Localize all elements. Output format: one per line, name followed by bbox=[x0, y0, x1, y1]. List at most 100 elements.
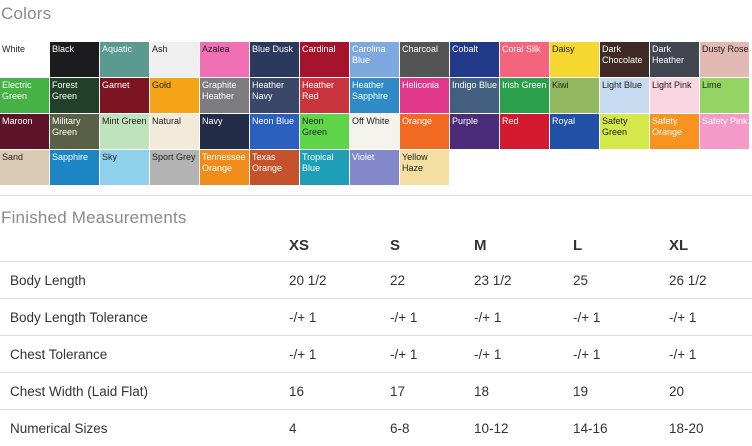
color-swatch[interactable]: Heather Navy bbox=[250, 78, 299, 113]
row-label: Chest Width (Laid Flat) bbox=[0, 373, 289, 410]
size-header-xs: XS bbox=[289, 230, 390, 262]
measurement-cell: -/+ 1 bbox=[289, 299, 390, 336]
measurement-cell: -/+ 1 bbox=[573, 336, 669, 373]
table-row: Body Length Tolerance-/+ 1-/+ 1-/+ 1-/+ … bbox=[0, 299, 752, 336]
measurement-cell: 23 1/2 bbox=[474, 262, 573, 299]
color-swatch[interactable]: Heather Red bbox=[300, 78, 349, 113]
color-swatch[interactable]: Natural bbox=[150, 114, 199, 149]
measurement-cell: 25 bbox=[573, 262, 669, 299]
color-swatch[interactable]: Graphite Heather bbox=[200, 78, 249, 113]
measurement-cell: -/+ 1 bbox=[573, 299, 669, 336]
color-swatch[interactable]: Aquatic bbox=[100, 42, 149, 77]
color-swatch[interactable]: Safety Pink bbox=[700, 114, 749, 149]
color-swatch[interactable]: Electric Green bbox=[0, 78, 49, 113]
color-swatch[interactable]: Cardinal bbox=[300, 42, 349, 77]
color-swatch[interactable]: Forest Green bbox=[50, 78, 99, 113]
color-swatch[interactable]: Ash bbox=[150, 42, 199, 77]
color-swatch[interactable]: Daisy bbox=[550, 42, 599, 77]
color-swatch[interactable]: Dusty Rose bbox=[700, 42, 749, 77]
color-swatch[interactable]: Orange bbox=[400, 114, 449, 149]
measurement-cell: 16 bbox=[289, 373, 390, 410]
row-label: Body Length bbox=[0, 262, 289, 299]
color-swatch[interactable]: Royal bbox=[550, 114, 599, 149]
size-header-row: XS S M L XL bbox=[0, 230, 752, 262]
color-swatch[interactable]: Garnet bbox=[100, 78, 149, 113]
size-header-s: S bbox=[390, 230, 474, 262]
row-label: Numerical Sizes bbox=[0, 410, 289, 446]
color-swatch[interactable]: Light Blue bbox=[600, 78, 649, 113]
measurement-cell: -/+ 1 bbox=[669, 336, 752, 373]
measurements-section-title: Finished Measurements bbox=[1, 208, 187, 228]
color-swatch[interactable]: Lime bbox=[700, 78, 749, 113]
color-swatch[interactable]: Sand bbox=[0, 150, 49, 185]
color-swatch[interactable]: Tennessee Orange bbox=[200, 150, 249, 185]
color-swatch[interactable]: Neon Green bbox=[300, 114, 349, 149]
color-swatch[interactable]: Maroon bbox=[0, 114, 49, 149]
color-swatch[interactable]: Military Green bbox=[50, 114, 99, 149]
color-swatch[interactable]: Carolina Blue bbox=[350, 42, 399, 77]
measurement-cell: -/+ 1 bbox=[289, 336, 390, 373]
color-swatch[interactable]: Tropical Blue bbox=[300, 150, 349, 185]
measurement-cell: -/+ 1 bbox=[669, 299, 752, 336]
color-swatch[interactable]: Irish Green bbox=[500, 78, 549, 113]
color-swatch[interactable]: Navy bbox=[200, 114, 249, 149]
color-swatch[interactable]: Dark Chocolate bbox=[600, 42, 649, 77]
color-swatch[interactable]: Red bbox=[500, 114, 549, 149]
size-header-xl: XL bbox=[669, 230, 752, 262]
measurement-cell: 26 1/2 bbox=[669, 262, 752, 299]
color-swatch[interactable]: Off White bbox=[350, 114, 399, 149]
size-header-m: M bbox=[474, 230, 573, 262]
color-swatch[interactable]: Black bbox=[50, 42, 99, 77]
measurement-cell: 18-20 bbox=[669, 410, 752, 446]
color-swatch[interactable]: Charcoal bbox=[400, 42, 449, 77]
color-swatch[interactable]: Yellow Haze bbox=[400, 150, 449, 185]
color-swatch[interactable]: Heather Sapphire bbox=[350, 78, 399, 113]
measurement-cell: 18 bbox=[474, 373, 573, 410]
color-swatch[interactable]: Texas Orange bbox=[250, 150, 299, 185]
color-swatch[interactable]: Dark Heather bbox=[650, 42, 699, 77]
color-swatch[interactable]: Heliconia bbox=[400, 78, 449, 113]
color-swatch[interactable]: Safety Green bbox=[600, 114, 649, 149]
color-swatch[interactable]: Azalea bbox=[200, 42, 249, 77]
measurement-cell: 20 bbox=[669, 373, 752, 410]
section-divider bbox=[0, 195, 752, 196]
color-swatch[interactable]: Sky bbox=[100, 150, 149, 185]
color-swatch[interactable]: Blue Dusk bbox=[250, 42, 299, 77]
colors-section-title: Colors bbox=[1, 4, 51, 24]
color-swatch[interactable]: White bbox=[0, 42, 49, 77]
measurement-cell: 20 1/2 bbox=[289, 262, 390, 299]
measurement-cell: 14-16 bbox=[573, 410, 669, 446]
color-swatch[interactable]: Neon Blue bbox=[250, 114, 299, 149]
color-swatch[interactable]: Coral Silk bbox=[500, 42, 549, 77]
color-swatch[interactable]: Safety Orange bbox=[650, 114, 699, 149]
measurement-cell: -/+ 1 bbox=[390, 336, 474, 373]
size-header-l: L bbox=[573, 230, 669, 262]
color-swatch[interactable]: Sport Grey bbox=[150, 150, 199, 185]
color-swatch[interactable]: Cobalt bbox=[450, 42, 499, 77]
measurement-cell: 4 bbox=[289, 410, 390, 446]
color-swatch[interactable]: Light Pink bbox=[650, 78, 699, 113]
row-label: Chest Tolerance bbox=[0, 336, 289, 373]
measurement-cell: -/+ 1 bbox=[474, 299, 573, 336]
measurement-cell: -/+ 1 bbox=[474, 336, 573, 373]
color-swatch[interactable]: Violet bbox=[350, 150, 399, 185]
table-row: Chest Tolerance-/+ 1-/+ 1-/+ 1-/+ 1-/+ 1 bbox=[0, 336, 752, 373]
color-swatch[interactable]: Gold bbox=[150, 78, 199, 113]
color-swatch[interactable]: Kiwi bbox=[550, 78, 599, 113]
color-swatch[interactable]: Indigo Blue bbox=[450, 78, 499, 113]
measurement-cell: 6-8 bbox=[390, 410, 474, 446]
color-swatch[interactable]: Mint Green bbox=[100, 114, 149, 149]
color-swatch[interactable]: Purple bbox=[450, 114, 499, 149]
measurement-cell: -/+ 1 bbox=[390, 299, 474, 336]
row-label-header bbox=[0, 230, 289, 262]
measurement-cell: 19 bbox=[573, 373, 669, 410]
measurement-cell: 10-12 bbox=[474, 410, 573, 446]
color-swatch[interactable]: Sapphire bbox=[50, 150, 99, 185]
measurement-cell: 17 bbox=[390, 373, 474, 410]
